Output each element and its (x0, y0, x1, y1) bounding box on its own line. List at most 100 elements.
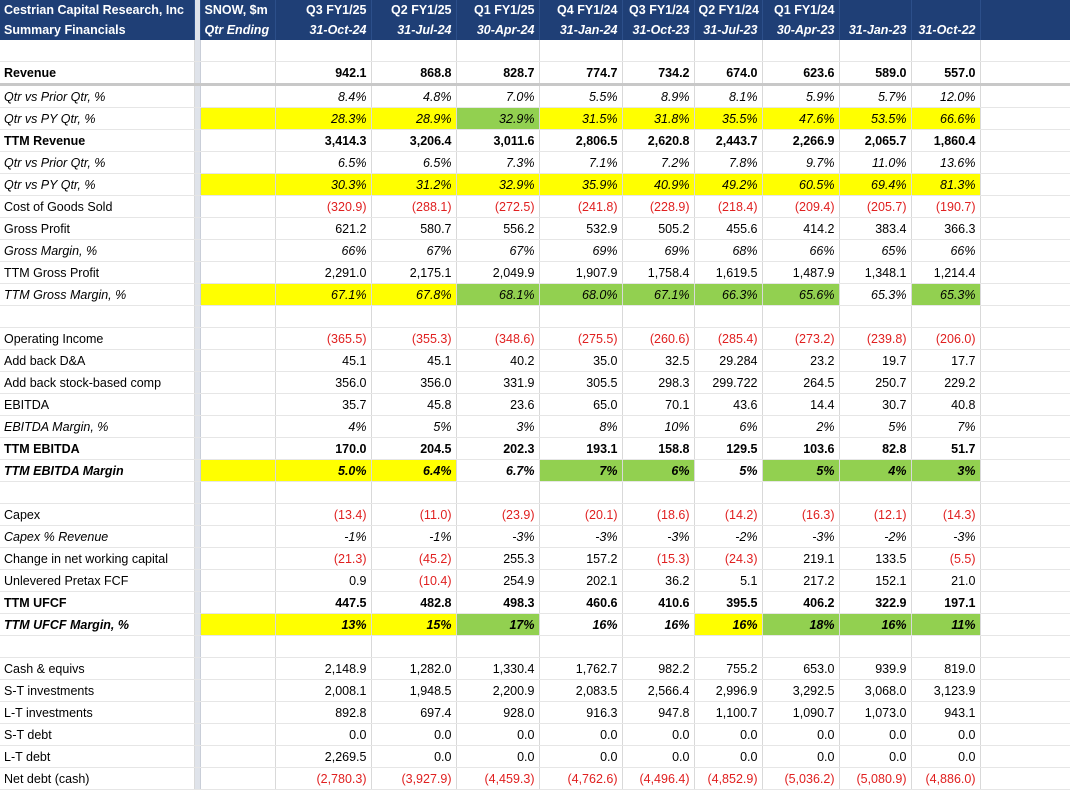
value-cell[interactable]: 60.5% (762, 173, 840, 196)
value-cell[interactable]: (21.3) (275, 547, 372, 570)
value-cell[interactable]: 943.1 (911, 701, 981, 724)
value-cell[interactable]: 31.2% (371, 173, 457, 196)
value-cell[interactable]: (288.1) (371, 195, 457, 218)
value-cell[interactable]: 4% (839, 459, 912, 482)
value-cell[interactable]: -3% (622, 525, 695, 548)
value-cell[interactable] (694, 305, 763, 328)
value-cell[interactable]: 3% (911, 459, 981, 482)
value-cell[interactable]: 1,758.4 (622, 261, 695, 284)
value-cell[interactable]: 23.6 (456, 393, 540, 416)
value-cell[interactable]: 5.0% (275, 459, 372, 482)
value-cell[interactable]: 0.9 (275, 569, 372, 592)
value-cell[interactable]: 5% (839, 415, 912, 438)
value-cell[interactable]: 5.1 (694, 569, 763, 592)
value-cell[interactable]: 1,090.7 (762, 701, 840, 724)
value-cell[interactable]: 47.6% (762, 107, 840, 130)
value-cell[interactable]: (14.3) (911, 503, 981, 526)
value-cell[interactable]: 298.3 (622, 371, 695, 394)
value-cell[interactable] (539, 635, 623, 658)
value-cell[interactable]: 892.8 (275, 701, 372, 724)
value-cell[interactable] (456, 635, 540, 658)
value-cell[interactable]: 65.3% (839, 283, 912, 306)
value-cell[interactable]: 40.8 (911, 393, 981, 416)
value-cell[interactable]: 67% (456, 239, 540, 262)
value-cell[interactable]: 0.0 (694, 723, 763, 746)
value-cell[interactable]: 7.1% (539, 151, 623, 174)
value-cell[interactable]: 356.0 (371, 371, 457, 394)
value-cell[interactable]: (45.2) (371, 547, 457, 570)
value-cell[interactable]: -1% (275, 525, 372, 548)
value-cell[interactable]: 395.5 (694, 591, 763, 614)
value-cell[interactable]: 68.1% (456, 283, 540, 306)
value-cell[interactable]: 7.2% (622, 151, 695, 174)
value-cell[interactable]: 3% (456, 415, 540, 438)
value-cell[interactable]: 410.6 (622, 591, 695, 614)
value-cell[interactable]: 32.5 (622, 349, 695, 372)
value-cell[interactable]: 0.0 (539, 723, 623, 746)
value-cell[interactable] (371, 305, 457, 328)
value-cell[interactable]: 366.3 (911, 217, 981, 240)
value-cell[interactable]: -2% (694, 525, 763, 548)
value-cell[interactable] (622, 635, 695, 658)
value-cell[interactable]: 65.3% (911, 283, 981, 306)
value-cell[interactable]: 45.1 (275, 349, 372, 372)
value-cell[interactable]: 0.0 (275, 723, 372, 746)
value-cell[interactable]: 21.0 (911, 569, 981, 592)
value-cell[interactable]: 6.4% (371, 459, 457, 482)
value-cell[interactable]: 734.2 (622, 61, 695, 86)
value-cell[interactable]: 204.5 (371, 437, 457, 460)
value-cell[interactable]: 0.0 (839, 745, 912, 768)
value-cell[interactable]: 8.4% (275, 84, 372, 108)
value-cell[interactable]: 8% (539, 415, 623, 438)
value-cell[interactable]: 16% (694, 613, 763, 636)
value-cell[interactable]: (205.7) (839, 195, 912, 218)
value-cell[interactable]: -3% (539, 525, 623, 548)
value-cell[interactable]: 65% (839, 239, 912, 262)
value-cell[interactable] (839, 481, 912, 504)
value-cell[interactable]: 916.3 (539, 701, 623, 724)
value-cell[interactable]: 250.7 (839, 371, 912, 394)
value-cell[interactable]: 49.2% (694, 173, 763, 196)
value-cell[interactable]: 5.9% (762, 84, 840, 108)
value-cell[interactable]: 217.2 (762, 569, 840, 592)
value-cell[interactable]: 6.7% (456, 459, 540, 482)
value-cell[interactable]: 35.0 (539, 349, 623, 372)
value-cell[interactable]: 0.0 (762, 745, 840, 768)
value-cell[interactable]: 51.7 (911, 437, 981, 460)
value-cell[interactable]: 2,566.4 (622, 679, 695, 702)
value-cell[interactable]: 774.7 (539, 61, 623, 86)
value-cell[interactable]: 16% (539, 613, 623, 636)
value-cell[interactable]: 202.1 (539, 569, 623, 592)
value-cell[interactable]: 3,292.5 (762, 679, 840, 702)
value-cell[interactable]: 1,487.9 (762, 261, 840, 284)
value-cell[interactable]: -1% (371, 525, 457, 548)
value-cell[interactable]: 66% (762, 239, 840, 262)
value-cell[interactable]: 532.9 (539, 217, 623, 240)
value-cell[interactable]: 406.2 (762, 591, 840, 614)
value-cell[interactable]: 264.5 (762, 371, 840, 394)
value-cell[interactable]: 9.7% (762, 151, 840, 174)
value-cell[interactable] (539, 40, 623, 62)
value-cell[interactable]: 828.7 (456, 61, 540, 86)
value-cell[interactable]: 5% (762, 459, 840, 482)
value-cell[interactable]: 35.7 (275, 393, 372, 416)
value-cell[interactable]: 13.6% (911, 151, 981, 174)
value-cell[interactable]: 3,123.9 (911, 679, 981, 702)
value-cell[interactable]: 2,148.9 (275, 657, 372, 680)
value-cell[interactable] (762, 305, 840, 328)
value-cell[interactable]: 7.0% (456, 84, 540, 108)
value-cell[interactable]: 299.722 (694, 371, 763, 394)
value-cell[interactable]: (190.7) (911, 195, 981, 218)
value-cell[interactable] (539, 305, 623, 328)
value-cell[interactable]: 133.5 (839, 547, 912, 570)
value-cell[interactable]: (23.9) (456, 503, 540, 526)
value-cell[interactable] (911, 481, 981, 504)
value-cell[interactable]: 11.0% (839, 151, 912, 174)
value-cell[interactable]: (24.3) (694, 547, 763, 570)
value-cell[interactable]: 7.3% (456, 151, 540, 174)
value-cell[interactable]: 67.1% (622, 283, 695, 306)
value-cell[interactable]: 1,762.7 (539, 657, 623, 680)
value-cell[interactable]: 31.8% (622, 107, 695, 130)
value-cell[interactable]: 5.5% (539, 84, 623, 108)
value-cell[interactable]: (20.1) (539, 503, 623, 526)
